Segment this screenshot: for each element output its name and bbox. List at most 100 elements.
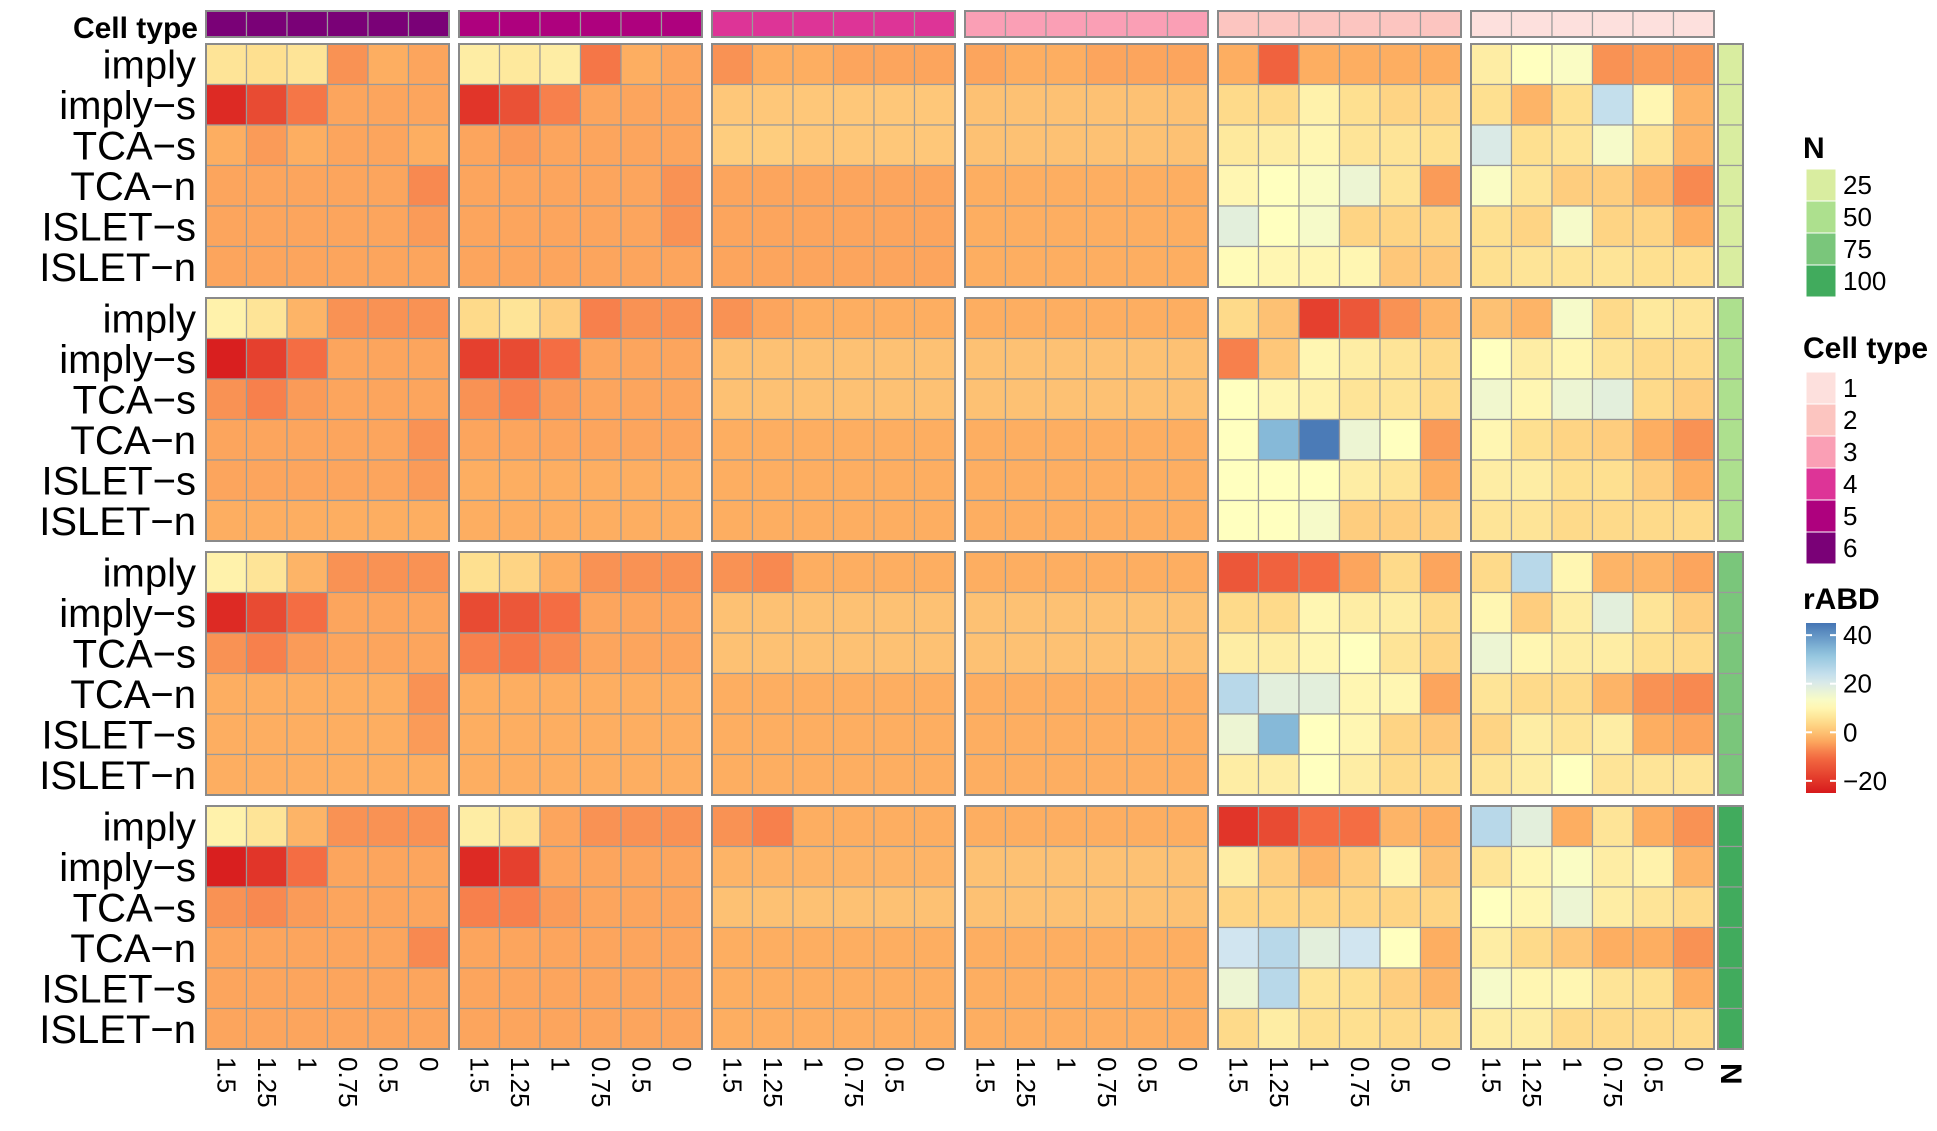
heatmap-cell xyxy=(913,672,956,715)
n-annotation-border xyxy=(1717,43,1744,288)
heatmap-cell xyxy=(751,967,794,1010)
cell-type-annotation-cell xyxy=(407,10,450,38)
heatmap-cell xyxy=(539,245,582,288)
heatmap-cell xyxy=(579,713,622,756)
heatmap-cell xyxy=(1217,591,1260,634)
heatmap-cell xyxy=(1045,459,1088,502)
heatmap-cell xyxy=(1470,1007,1513,1050)
heatmap-cell xyxy=(458,886,501,929)
heatmap-cell xyxy=(1672,418,1715,461)
heatmap-cell xyxy=(1298,845,1341,888)
cell-type-annotation-cell xyxy=(1632,10,1675,38)
heatmap-cell xyxy=(792,672,835,715)
heatmap-cell xyxy=(792,926,835,969)
heatmap-cell xyxy=(1672,245,1715,288)
heatmap-cell xyxy=(964,672,1007,715)
heatmap-cell xyxy=(873,245,916,288)
heatmap-cell xyxy=(498,713,541,756)
heatmap-cell xyxy=(660,164,703,207)
heatmap-cell xyxy=(286,418,329,461)
heatmap-cell xyxy=(792,297,835,340)
n-annotation-cell xyxy=(1717,967,1744,1010)
heatmap-cell xyxy=(407,1007,450,1050)
cell-type-legend-swatch xyxy=(1805,403,1837,437)
heatmap-cell xyxy=(913,713,956,756)
n-annotation-cell xyxy=(1717,418,1744,461)
heatmap-cell xyxy=(367,753,410,796)
heatmap-cell xyxy=(1470,459,1513,502)
heatmap-panel xyxy=(458,551,703,796)
column-label: 1.25 xyxy=(252,1057,282,1108)
heatmap-cell xyxy=(913,845,956,888)
heatmap-cell xyxy=(245,713,288,756)
heatmap-cell xyxy=(579,926,622,969)
row-label: TCA−s xyxy=(73,886,196,930)
heatmap-cell xyxy=(1126,297,1169,340)
heatmap-cell xyxy=(751,886,794,929)
heatmap-cell xyxy=(620,337,663,380)
column-label: 1.5 xyxy=(464,1057,494,1093)
heatmap-cell xyxy=(964,337,1007,380)
heatmap-cell xyxy=(1166,164,1209,207)
heatmap-cell xyxy=(620,805,663,848)
heatmap-cell xyxy=(1298,551,1341,594)
heatmap-cell xyxy=(1419,591,1462,634)
column-label: 0 xyxy=(920,1057,950,1071)
heatmap-cell xyxy=(913,591,956,634)
heatmap-cell xyxy=(1510,83,1553,126)
heatmap-cell xyxy=(1166,499,1209,542)
heatmap-cell xyxy=(792,591,835,634)
cell-type-legend-label: 2 xyxy=(1843,405,1857,435)
heatmap-cell xyxy=(964,164,1007,207)
heatmap-cell xyxy=(1298,926,1341,969)
heatmap-cell xyxy=(407,378,450,421)
column-label: 0.75 xyxy=(1598,1057,1628,1108)
heatmap-cell xyxy=(1470,164,1513,207)
cell-type-annotation-cell xyxy=(832,10,875,38)
heatmap-cell xyxy=(1591,967,1634,1010)
panel-border xyxy=(1217,297,1462,542)
heatmap-cell xyxy=(1298,672,1341,715)
heatmap-cell xyxy=(711,124,754,167)
heatmap-cell xyxy=(458,83,501,126)
panel-border xyxy=(711,43,956,288)
heatmap-cell xyxy=(1379,1007,1422,1050)
heatmap-cell xyxy=(1379,459,1422,502)
heatmap-cell xyxy=(913,164,956,207)
panel-border xyxy=(964,805,1209,1050)
heatmap-cell xyxy=(1217,459,1260,502)
heatmap-cell xyxy=(1257,845,1300,888)
heatmap-cell xyxy=(1419,378,1462,421)
heatmap-cell xyxy=(1004,499,1047,542)
heatmap-cell xyxy=(1419,805,1462,848)
heatmap-cell xyxy=(1632,1007,1675,1050)
heatmap-cell xyxy=(1085,845,1128,888)
heatmap-cell xyxy=(1551,1007,1594,1050)
cell-type-annotation-border xyxy=(458,10,703,38)
cell-type-annotation-cell xyxy=(326,10,369,38)
heatmap-cell xyxy=(913,418,956,461)
cell-type-annotation-cell xyxy=(1470,10,1513,38)
n-annotation-cell xyxy=(1717,124,1744,167)
heatmap-cell xyxy=(873,967,916,1010)
heatmap-cell xyxy=(792,124,835,167)
heatmap-cell xyxy=(1632,83,1675,126)
heatmap-cell xyxy=(711,83,754,126)
heatmap-panel xyxy=(711,297,956,542)
heatmap-panel xyxy=(711,805,956,1050)
panel-border xyxy=(205,297,450,542)
heatmap-cell xyxy=(326,245,369,288)
heatmap-cell xyxy=(1419,672,1462,715)
heatmap-cell xyxy=(792,205,835,248)
heatmap-cell xyxy=(792,713,835,756)
heatmap-cell xyxy=(913,459,956,502)
heatmap-cell xyxy=(1126,1007,1169,1050)
heatmap-cell xyxy=(1085,632,1128,675)
heatmap-cell xyxy=(498,245,541,288)
heatmap-cell xyxy=(1217,672,1260,715)
heatmap-cell xyxy=(792,337,835,380)
heatmap-cell xyxy=(1166,337,1209,380)
heatmap-cell xyxy=(579,967,622,1010)
heatmap-cell xyxy=(873,672,916,715)
heatmap-cell xyxy=(1004,205,1047,248)
